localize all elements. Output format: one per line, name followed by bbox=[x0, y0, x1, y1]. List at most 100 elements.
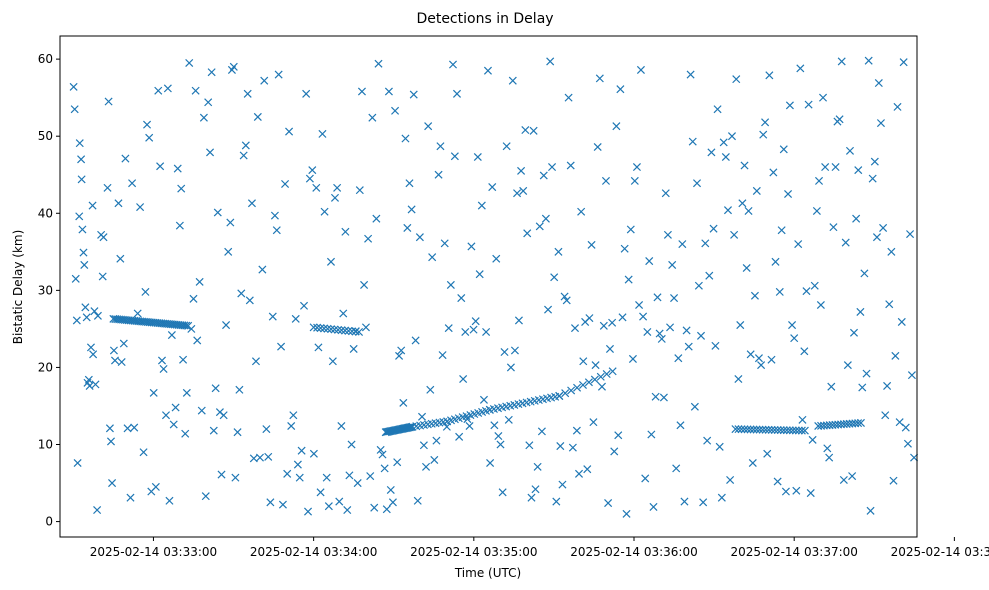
data-point bbox=[585, 314, 594, 323]
data-point bbox=[899, 58, 908, 67]
data-point bbox=[779, 426, 788, 435]
data-point bbox=[181, 429, 190, 438]
data-point bbox=[422, 462, 431, 471]
data-point bbox=[318, 129, 327, 138]
x-tick-label: 2025-02-14 03:37:00 bbox=[730, 545, 857, 559]
data-point bbox=[167, 331, 176, 340]
data-point bbox=[90, 307, 99, 316]
data-point bbox=[775, 287, 784, 296]
data-point bbox=[560, 292, 569, 301]
data-point bbox=[483, 66, 492, 75]
data-point bbox=[849, 328, 859, 337]
data-point bbox=[651, 392, 660, 401]
data-point bbox=[727, 132, 737, 141]
data-point bbox=[444, 324, 453, 333]
data-point bbox=[440, 239, 449, 248]
data-point bbox=[552, 497, 561, 506]
data-point bbox=[734, 425, 743, 434]
data-point bbox=[548, 163, 557, 172]
data-point bbox=[477, 201, 486, 210]
data-point bbox=[226, 218, 235, 227]
x-axis: 2025-02-14 03:33:00 2025-02-14 03:34:00 20… bbox=[90, 537, 989, 559]
data-point bbox=[564, 93, 573, 102]
data-point bbox=[81, 303, 90, 312]
data-point bbox=[415, 233, 424, 242]
data-point bbox=[341, 227, 350, 236]
data-point bbox=[70, 105, 79, 114]
data-point bbox=[785, 426, 794, 435]
data-point bbox=[596, 372, 605, 381]
data-point bbox=[779, 145, 788, 154]
data-point bbox=[653, 293, 662, 302]
data-point bbox=[182, 321, 191, 330]
data-point bbox=[597, 382, 606, 391]
data-point bbox=[163, 84, 172, 93]
data-point bbox=[605, 344, 614, 353]
data-point bbox=[195, 277, 204, 286]
data-point bbox=[77, 175, 86, 184]
data-point bbox=[114, 199, 123, 208]
data-point bbox=[475, 270, 484, 279]
data-point bbox=[759, 130, 768, 139]
data-point bbox=[684, 342, 693, 351]
data-point bbox=[572, 426, 581, 435]
data-point bbox=[262, 425, 271, 434]
data-point bbox=[366, 472, 375, 481]
data-point bbox=[322, 473, 331, 482]
data-point bbox=[794, 240, 803, 249]
data-point bbox=[121, 154, 130, 163]
data-point bbox=[141, 287, 150, 296]
data-point bbox=[531, 485, 540, 494]
data-point bbox=[376, 445, 385, 454]
data-point bbox=[568, 443, 577, 452]
data-point bbox=[635, 300, 644, 310]
data-point bbox=[313, 323, 322, 332]
data-point bbox=[309, 449, 318, 458]
data-point bbox=[767, 355, 776, 364]
data-point bbox=[614, 431, 623, 440]
data-point bbox=[666, 323, 675, 332]
data-point bbox=[417, 412, 427, 421]
data-point bbox=[348, 327, 357, 336]
chart-title: Detections in Delay bbox=[416, 11, 553, 27]
data-point bbox=[744, 206, 753, 215]
data-point bbox=[424, 122, 433, 131]
data-point bbox=[253, 112, 262, 121]
data-point bbox=[506, 363, 515, 372]
data-point bbox=[814, 176, 824, 185]
data-point bbox=[608, 367, 617, 376]
data-point bbox=[333, 183, 342, 192]
data-point bbox=[527, 493, 536, 502]
data-point bbox=[278, 500, 287, 509]
data-point bbox=[519, 186, 528, 195]
data-point bbox=[82, 313, 91, 322]
data-point bbox=[93, 311, 102, 320]
data-point bbox=[133, 309, 142, 318]
data-point bbox=[872, 233, 881, 242]
data-point bbox=[533, 462, 542, 471]
data-point bbox=[351, 327, 360, 336]
data-point bbox=[207, 68, 216, 77]
data-point bbox=[128, 179, 137, 188]
data-point bbox=[452, 89, 462, 98]
data-point bbox=[247, 199, 256, 208]
data-point bbox=[450, 152, 459, 161]
data-point bbox=[703, 436, 712, 445]
data-point bbox=[268, 312, 277, 321]
data-point bbox=[169, 420, 178, 429]
data-point bbox=[270, 211, 279, 220]
data-point bbox=[494, 432, 503, 441]
data-point bbox=[330, 193, 340, 202]
data-point bbox=[272, 226, 281, 235]
data-point bbox=[831, 163, 840, 172]
data-point bbox=[566, 161, 575, 170]
data-point bbox=[403, 223, 412, 232]
data-point bbox=[79, 248, 88, 257]
data-point bbox=[330, 325, 339, 334]
data-point bbox=[407, 205, 416, 214]
data-point bbox=[179, 355, 188, 364]
data-point bbox=[231, 473, 240, 482]
data-point bbox=[743, 425, 752, 434]
data-point bbox=[266, 498, 275, 507]
data-point bbox=[589, 418, 598, 427]
